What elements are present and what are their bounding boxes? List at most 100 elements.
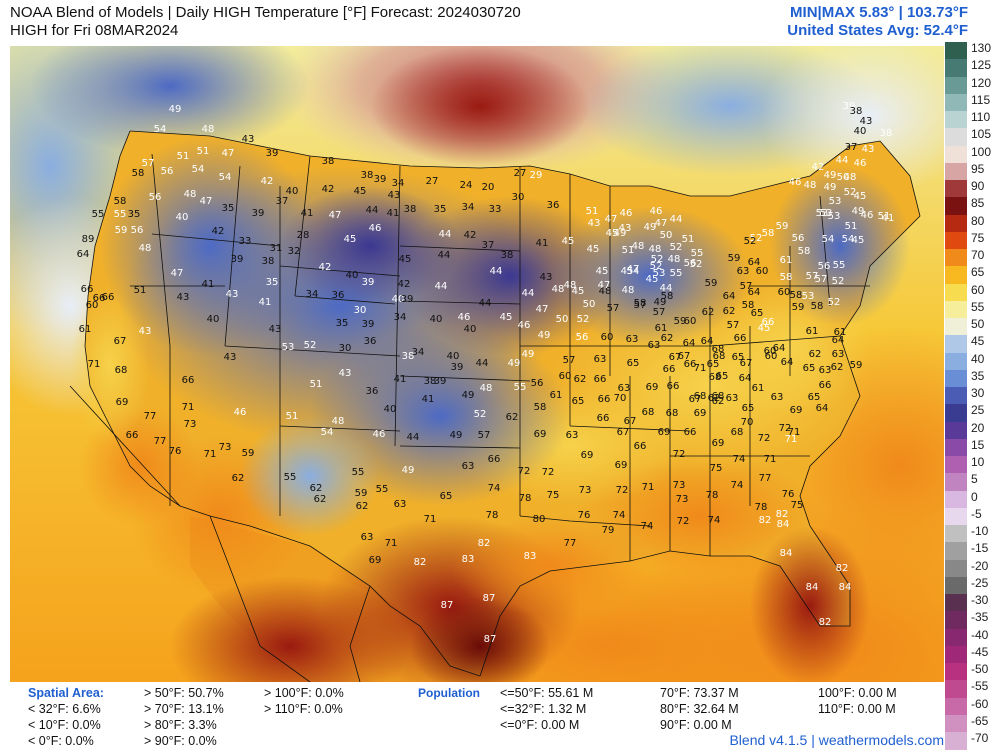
temperature-label: 58 xyxy=(661,291,674,302)
temperature-label: 62 xyxy=(232,473,245,484)
temperature-label: 67 xyxy=(740,358,753,369)
temperature-label: 55 xyxy=(284,472,297,483)
temperature-label: 44 xyxy=(660,283,673,294)
temperature-label: 77 xyxy=(144,411,157,422)
temperature-label: 47 xyxy=(627,264,640,275)
temperature-label: 45 xyxy=(500,312,513,323)
temperature-label: 78 xyxy=(486,510,499,521)
temperature-label: 71 xyxy=(764,454,777,465)
temperature-label: 74 xyxy=(488,483,501,494)
colorbar-segment xyxy=(945,473,967,492)
temperature-label: 30 xyxy=(512,192,525,203)
temperature-label: 65 xyxy=(751,308,764,319)
temperature-label: 53 xyxy=(828,211,841,222)
colorbar-tick-label: 15 xyxy=(971,437,985,452)
temperature-label: 66 xyxy=(663,364,676,375)
temperature-label: 55 xyxy=(376,484,389,495)
temperature-label: 39 xyxy=(252,208,265,219)
temperature-label: 39 xyxy=(451,362,464,373)
temperature-label: 42 xyxy=(212,226,225,237)
temperature-label: 44 xyxy=(439,229,452,240)
temperature-label: 64 xyxy=(701,336,714,347)
colorbar-tick-label: 30 xyxy=(971,386,985,400)
temperature-label: 66 xyxy=(488,454,501,465)
footer-credit: Blend v4.1.5 | weathermodels.com xyxy=(729,732,944,748)
colorbar-segment xyxy=(945,59,967,78)
temperature-label: 42 xyxy=(319,262,332,273)
temperature-label: 58 xyxy=(534,402,547,413)
temperature-label: 46 xyxy=(373,429,386,440)
temperature-label: 66 xyxy=(594,374,607,385)
temperature-label: 60 xyxy=(765,351,778,362)
temperature-label: 74 xyxy=(733,454,746,465)
colorbar-tick-label: 45 xyxy=(971,334,985,349)
temperature-label: 52 xyxy=(844,187,857,198)
temperature-label: 63 xyxy=(819,365,832,376)
temperature-label: 48 xyxy=(480,383,493,394)
temperature-label: 69 xyxy=(646,382,659,393)
colorbar-segment xyxy=(945,490,967,509)
temperature-label: 67 xyxy=(678,351,691,362)
temperature-label: 43 xyxy=(862,144,875,155)
pop-90: 90°F: 0.00 M xyxy=(660,718,732,732)
temperature-label: 41 xyxy=(301,208,314,219)
temperature-label: 56 xyxy=(531,378,544,389)
colorbar-segment xyxy=(945,214,967,233)
temperature-label: 47 xyxy=(222,148,235,159)
temperature-label: 48 xyxy=(622,285,635,296)
temperature-label: 68 xyxy=(712,344,725,355)
temperature-label: 64 xyxy=(723,291,736,302)
temperature-label: 51 xyxy=(878,211,891,222)
temperature-label: 59 xyxy=(355,488,368,499)
temperature-label: 57 xyxy=(478,430,491,441)
temperature-label: 65 xyxy=(627,358,640,369)
colorbar-segment xyxy=(945,318,967,337)
colorbar-segment xyxy=(945,421,967,440)
colorbar-tick-label: -40 xyxy=(971,627,989,642)
temperature-label: 46 xyxy=(854,158,867,169)
temperature-label: 64 xyxy=(816,403,829,414)
temperature-label: 62 xyxy=(708,393,721,404)
temperature-label: 59 xyxy=(850,360,863,371)
quebec-cool-zone xyxy=(760,46,944,196)
colorbar-tick-label: 100 xyxy=(971,144,992,159)
stat-gt100: > 100°F: 0.0% xyxy=(264,686,344,700)
montana-cold-core xyxy=(280,186,460,306)
temperature-label: 53 xyxy=(816,208,829,219)
temperature-label: 44 xyxy=(435,281,448,292)
temperature-label: 63 xyxy=(566,430,579,441)
temperature-label: 43 xyxy=(269,324,282,335)
temperature-label: 38 xyxy=(850,106,863,117)
temperature-label: 71 xyxy=(785,434,798,445)
temperature-label: 82 xyxy=(759,515,772,526)
temperature-label: 74 xyxy=(641,521,654,532)
colorbar-tick-label: -35 xyxy=(971,610,989,625)
pop-80: 80°F: 32.64 M xyxy=(660,702,739,716)
temperature-label: 42 xyxy=(322,184,335,195)
temperature-label: 57 xyxy=(653,307,666,318)
colorbar-tick-label: 125 xyxy=(971,58,992,73)
colorbar-segment xyxy=(945,559,967,578)
temperature-label: 44 xyxy=(407,432,420,443)
stat-lt10: < 10°F: 0.0% xyxy=(28,718,101,732)
temperature-label: 52 xyxy=(304,340,317,351)
temperature-label: 72 xyxy=(542,467,555,478)
temperature-label: 43 xyxy=(242,134,255,145)
colorbar-tick-label: 115 xyxy=(971,92,991,107)
colorbar-segment xyxy=(945,680,967,699)
temperature-label: 44 xyxy=(490,266,503,277)
temperature-label: 70 xyxy=(741,417,754,428)
temperature-label: 87 xyxy=(483,593,496,604)
temperature-label: 64 xyxy=(683,338,696,349)
temperature-label: 57 xyxy=(727,320,740,331)
temperature-label: 51 xyxy=(682,234,695,245)
temperature-label: 75 xyxy=(791,500,804,511)
temperature-label: 68 xyxy=(731,427,744,438)
temperature-label: 30 xyxy=(354,305,367,316)
temperature-label: 79 xyxy=(602,525,615,536)
temperature-label: 49 xyxy=(402,465,415,476)
temperature-label: 47 xyxy=(329,210,342,221)
us-average-readout: United States Avg: 52.4°F xyxy=(787,22,968,39)
colorbar-tick-label: 75 xyxy=(971,230,985,245)
colorbar-tick-label: 10 xyxy=(971,455,985,469)
